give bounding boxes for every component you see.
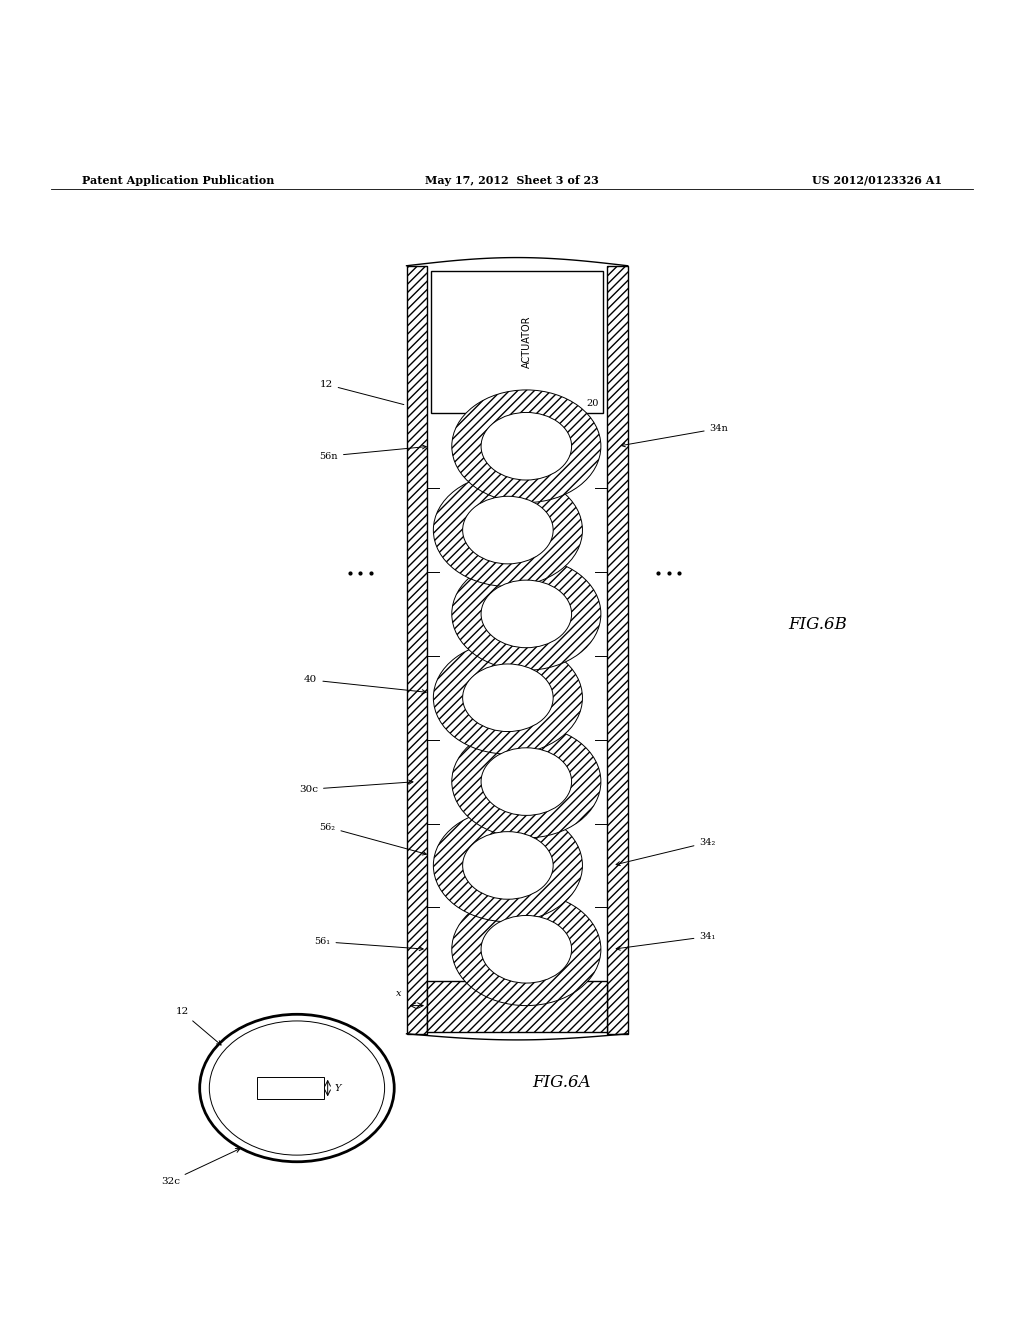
Text: 20: 20 — [587, 399, 599, 408]
Ellipse shape — [433, 642, 583, 754]
Bar — [431, 271, 603, 413]
Ellipse shape — [209, 1020, 385, 1155]
Text: 34₁: 34₁ — [616, 932, 716, 950]
Text: 32c: 32c — [161, 1148, 240, 1185]
Text: 34n: 34n — [622, 424, 728, 446]
Ellipse shape — [452, 725, 601, 838]
Ellipse shape — [452, 389, 601, 503]
Text: 12: 12 — [175, 1007, 221, 1045]
Ellipse shape — [200, 1014, 394, 1162]
Text: 56₁: 56₁ — [314, 937, 423, 950]
Text: Patent Application Publication: Patent Application Publication — [82, 174, 274, 186]
Text: FIG.6A: FIG.6A — [532, 1074, 591, 1092]
Text: 40: 40 — [304, 676, 426, 694]
Ellipse shape — [433, 809, 583, 921]
Ellipse shape — [481, 748, 571, 816]
Ellipse shape — [433, 474, 583, 586]
Text: 12: 12 — [319, 380, 403, 404]
Bar — [427, 981, 607, 1032]
Bar — [607, 265, 628, 1034]
Ellipse shape — [452, 557, 601, 671]
Ellipse shape — [481, 579, 571, 648]
Bar — [257, 1077, 324, 1100]
Ellipse shape — [481, 916, 571, 983]
Text: 34₂: 34₂ — [616, 838, 716, 866]
Text: May 17, 2012  Sheet 3 of 23: May 17, 2012 Sheet 3 of 23 — [425, 174, 599, 186]
Ellipse shape — [481, 412, 571, 480]
Text: Y: Y — [335, 1084, 341, 1093]
Ellipse shape — [463, 832, 553, 899]
Text: ACTUATOR: ACTUATOR — [522, 315, 532, 368]
Text: 56₂: 56₂ — [319, 822, 426, 855]
Ellipse shape — [463, 664, 553, 731]
Bar — [407, 265, 427, 1034]
Text: US 2012/0123326 A1: US 2012/0123326 A1 — [812, 174, 942, 186]
Ellipse shape — [452, 892, 601, 1006]
Text: FIG.6B: FIG.6B — [788, 615, 847, 632]
Ellipse shape — [463, 496, 553, 564]
Text: 30c: 30c — [299, 780, 413, 793]
Text: 56n: 56n — [319, 445, 426, 461]
Text: x: x — [396, 990, 401, 998]
